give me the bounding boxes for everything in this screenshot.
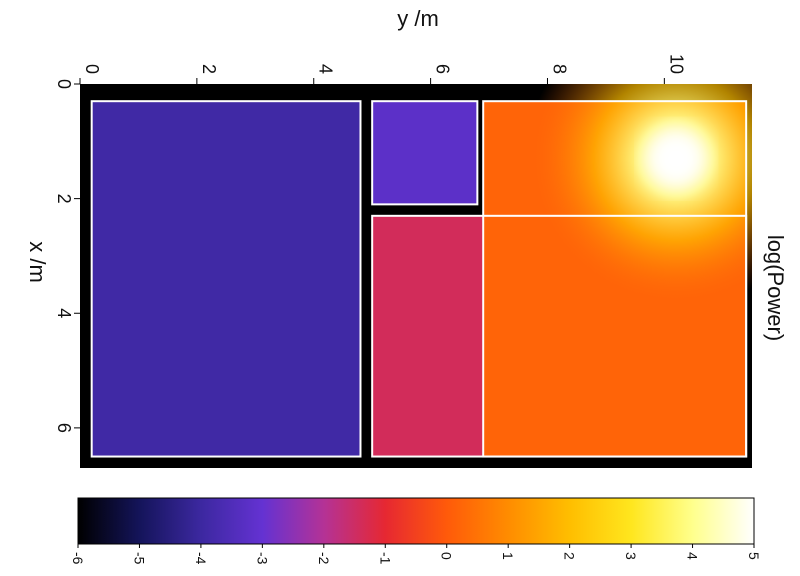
y-tick-label-0: 0 [82, 64, 102, 74]
y-tick-label-4: 4 [316, 64, 336, 74]
colorbar-tick-label-0: -6 [70, 552, 86, 565]
colorbar: -6 -5 -4 -3 -2 -1 0 1 2 3 4 5 [70, 497, 762, 565]
colorbar-tick-label-5: -1 [377, 552, 393, 565]
colorbar-ticks: -6 -5 -4 -3 -2 -1 0 1 2 3 4 5 [70, 544, 762, 565]
plot-area [80, 84, 752, 468]
axis-ticks: 0 2 4 6 8 10 0 2 4 6 [54, 54, 686, 433]
colorbar-tick-label-9: 3 [623, 552, 639, 560]
colorbar-tick-label-3: -3 [254, 552, 270, 565]
x-tick-label-0: 0 [54, 79, 74, 89]
room-wall-1 [90, 100, 362, 458]
y-tick-label-2: 2 [199, 64, 219, 74]
colorbar-tick-label-6: 0 [439, 552, 455, 560]
heat-field [91, 84, 752, 457]
x-tick-label-2: 2 [54, 194, 74, 204]
room-wall-4 [482, 100, 748, 458]
source-core [646, 128, 707, 189]
room-2 [372, 101, 478, 205]
colorbar-label: log(Power) [763, 235, 788, 341]
room-wall-2 [371, 100, 479, 206]
colorbar-tick-label-7: 1 [500, 552, 516, 560]
colorbar-tick-label-4: -2 [316, 552, 332, 565]
colorbar-tick-label-10: 4 [685, 552, 701, 560]
colorbar-tick-label-8: 2 [562, 552, 578, 560]
x-tick-label-6: 6 [54, 423, 74, 433]
y-axis-label: y /m [397, 6, 439, 31]
y-tick-label-8: 8 [549, 64, 569, 74]
x-axis-label: x /m [25, 241, 50, 283]
colorbar-tick-label-1: -5 [131, 552, 147, 565]
colorbar-tick-label-2: -4 [193, 552, 209, 565]
y-tick-label-10: 10 [666, 54, 686, 74]
colorbar-tick-label-11: 5 [746, 552, 762, 560]
y-tick-label-6: 6 [433, 64, 453, 74]
x-tick-label-4: 4 [54, 308, 74, 318]
colorbar-gradient [77, 497, 755, 545]
walls [90, 100, 748, 458]
room-1 [91, 101, 361, 457]
